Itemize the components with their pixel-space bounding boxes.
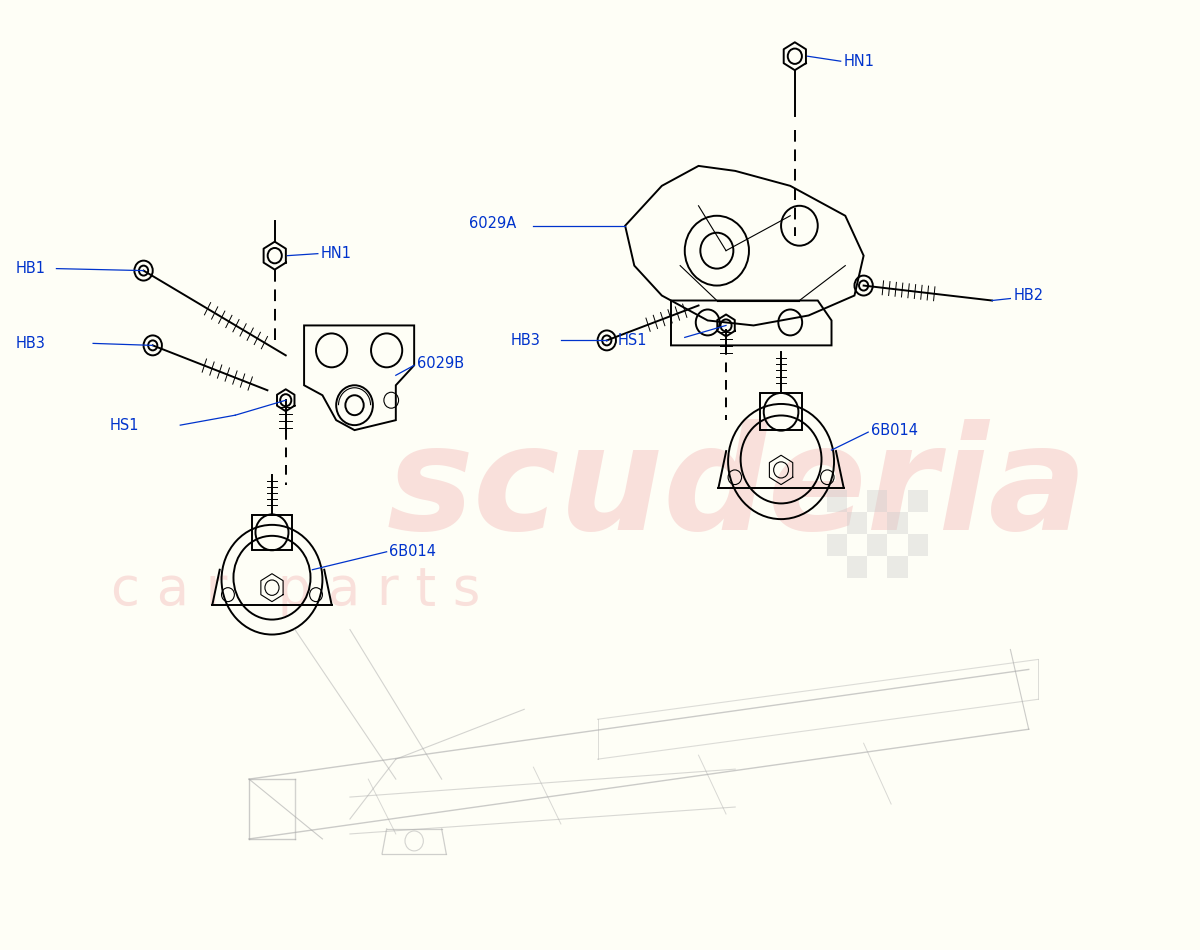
Text: HB3: HB3 bbox=[16, 336, 46, 351]
Text: HN1: HN1 bbox=[320, 246, 352, 261]
Text: 6029A: 6029A bbox=[469, 217, 516, 231]
Text: 6B014: 6B014 bbox=[389, 544, 437, 560]
Text: c a r   p a r t s: c a r p a r t s bbox=[112, 563, 481, 616]
Text: HB1: HB1 bbox=[16, 261, 46, 276]
Bar bbox=[868, 534, 888, 556]
Text: HS1: HS1 bbox=[618, 332, 647, 348]
Bar bbox=[252, 515, 292, 550]
Bar bbox=[827, 534, 847, 556]
Text: 6B014: 6B014 bbox=[871, 423, 918, 438]
Text: HS1: HS1 bbox=[109, 418, 139, 432]
Text: 6029B: 6029B bbox=[416, 356, 464, 370]
Bar bbox=[847, 512, 868, 534]
Bar bbox=[847, 556, 868, 578]
Text: HB3: HB3 bbox=[510, 332, 540, 348]
Bar bbox=[888, 556, 907, 578]
Bar bbox=[760, 393, 803, 430]
Bar bbox=[827, 490, 847, 512]
Bar bbox=[888, 512, 907, 534]
Bar bbox=[907, 490, 928, 512]
Bar bbox=[868, 490, 888, 512]
Text: HN1: HN1 bbox=[844, 54, 875, 68]
Text: scuderia: scuderia bbox=[386, 420, 1087, 560]
Text: HB2: HB2 bbox=[1013, 288, 1043, 303]
Bar bbox=[907, 534, 928, 556]
